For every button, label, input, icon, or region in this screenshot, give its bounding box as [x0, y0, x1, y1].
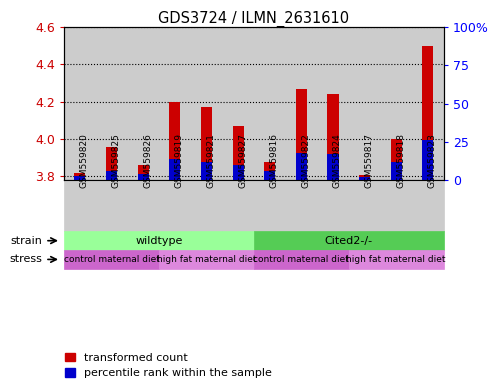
Bar: [391, 162, 402, 180]
Bar: [381, 180, 412, 231]
Bar: [233, 126, 244, 180]
Text: GSM559825: GSM559825: [111, 133, 121, 188]
Bar: [317, 27, 349, 180]
Bar: [381, 27, 412, 180]
Bar: [159, 180, 191, 231]
Bar: [64, 250, 159, 269]
Text: GSM559818: GSM559818: [396, 133, 405, 188]
Text: wildtype: wildtype: [135, 236, 183, 246]
Bar: [264, 171, 275, 180]
Bar: [106, 147, 117, 180]
Text: high fat maternal diet: high fat maternal diet: [157, 255, 256, 264]
Bar: [222, 180, 254, 231]
Bar: [233, 165, 244, 180]
Bar: [96, 180, 127, 231]
Text: GSM559824: GSM559824: [333, 133, 342, 188]
Text: GSM559827: GSM559827: [238, 133, 247, 188]
Bar: [106, 171, 117, 180]
Text: GSM559820: GSM559820: [80, 133, 89, 188]
Bar: [412, 27, 444, 180]
Bar: [327, 94, 339, 180]
Bar: [423, 46, 433, 180]
Bar: [222, 27, 254, 180]
Bar: [138, 165, 149, 180]
Bar: [423, 140, 433, 180]
Bar: [285, 27, 317, 180]
Text: GSM559823: GSM559823: [428, 133, 437, 188]
Bar: [96, 27, 127, 180]
Bar: [359, 175, 370, 180]
Bar: [317, 180, 349, 231]
Bar: [74, 175, 85, 180]
Legend: transformed count, percentile rank within the sample: transformed count, percentile rank withi…: [65, 353, 272, 379]
Bar: [138, 174, 149, 180]
Text: GSM559821: GSM559821: [207, 133, 215, 188]
Bar: [191, 180, 222, 231]
Bar: [349, 180, 381, 231]
Bar: [201, 162, 212, 180]
Title: GDS3724 / ILMN_2631610: GDS3724 / ILMN_2631610: [158, 11, 350, 27]
Text: GSM559817: GSM559817: [365, 133, 374, 188]
Bar: [327, 154, 339, 180]
Bar: [349, 27, 381, 180]
Text: GSM559819: GSM559819: [175, 133, 184, 188]
Text: stress: stress: [9, 255, 42, 265]
Bar: [254, 231, 444, 250]
Bar: [159, 27, 191, 180]
Bar: [169, 102, 180, 180]
Bar: [127, 27, 159, 180]
Bar: [159, 250, 254, 269]
Text: control maternal diet: control maternal diet: [64, 255, 159, 264]
Bar: [64, 231, 254, 250]
Bar: [254, 180, 285, 231]
Bar: [201, 107, 212, 180]
Bar: [254, 27, 285, 180]
Bar: [64, 27, 96, 180]
Bar: [264, 162, 275, 180]
Bar: [359, 177, 370, 180]
Bar: [127, 180, 159, 231]
Bar: [391, 139, 402, 180]
Bar: [74, 173, 85, 180]
Bar: [254, 250, 349, 269]
Bar: [64, 180, 96, 231]
Text: control maternal diet: control maternal diet: [253, 255, 349, 264]
Text: high fat maternal diet: high fat maternal diet: [347, 255, 446, 264]
Text: GSM559826: GSM559826: [143, 133, 152, 188]
Bar: [169, 159, 180, 180]
Text: Cited2-/-: Cited2-/-: [325, 236, 373, 246]
Bar: [191, 27, 222, 180]
Text: GSM559822: GSM559822: [301, 133, 311, 188]
Bar: [349, 250, 444, 269]
Text: strain: strain: [10, 236, 42, 246]
Bar: [296, 152, 307, 180]
Bar: [412, 180, 444, 231]
Bar: [285, 180, 317, 231]
Bar: [296, 89, 307, 180]
Text: GSM559816: GSM559816: [270, 133, 279, 188]
